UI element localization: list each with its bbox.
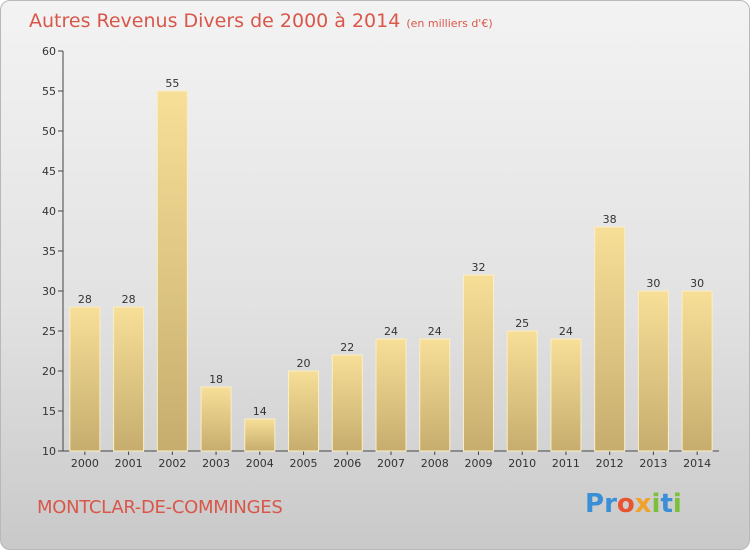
y-tick-label: 50	[42, 125, 56, 138]
bar	[681, 290, 713, 452]
bar	[462, 274, 494, 452]
value-label: 25	[515, 317, 529, 330]
bar	[113, 306, 145, 452]
y-tick-label: 25	[42, 325, 56, 338]
value-label: 32	[471, 261, 485, 274]
bar	[375, 338, 407, 452]
chart-subtitle: (en milliers d'€)	[406, 17, 493, 30]
logo-letter: i	[651, 489, 661, 519]
bar	[156, 90, 188, 452]
x-tick-label: 2006	[333, 457, 361, 470]
x-tick-label: 2008	[421, 457, 449, 470]
value-label: 14	[253, 405, 267, 418]
y-tick-label: 20	[42, 365, 56, 378]
logo-letter: i	[672, 489, 682, 519]
y-tick-label: 55	[42, 85, 56, 98]
value-label: 24	[384, 325, 398, 338]
logo-letter: o	[616, 489, 635, 519]
y-tick-label: 45	[42, 165, 56, 178]
y-tick-label: 10	[42, 445, 56, 458]
x-tick-label: 2012	[596, 457, 624, 470]
x-tick-label: 2009	[464, 457, 492, 470]
value-label: 22	[340, 341, 354, 354]
x-tick-label: 2004	[246, 457, 274, 470]
value-label: 55	[165, 77, 179, 90]
x-tick-label: 2010	[508, 457, 536, 470]
x-tick-label: 2014	[683, 457, 711, 470]
value-label: 30	[646, 277, 660, 290]
bars	[69, 90, 713, 452]
bar	[506, 330, 538, 452]
value-labels: 28 28 55 18 14 20 22 24 24 32 25 24 38 30 30	[78, 77, 704, 418]
logo-letter: r	[604, 489, 617, 519]
y-tick-label: 40	[42, 205, 56, 218]
x-tick-label: 2005	[290, 457, 318, 470]
x-tick-label: 2013	[639, 457, 667, 470]
y-tick-label: 30	[42, 285, 56, 298]
x-tick-label: 2000	[71, 457, 99, 470]
bar	[419, 338, 451, 452]
y-tick-label: 35	[42, 245, 56, 258]
value-label: 30	[690, 277, 704, 290]
value-label: 24	[428, 325, 442, 338]
chart-title: Autres Revenus Divers de 2000 à 2014 (en …	[29, 10, 493, 32]
logo-letter: x	[634, 489, 652, 519]
value-label: 24	[559, 325, 573, 338]
bar	[637, 290, 669, 452]
x-tick-label: 2007	[377, 457, 405, 470]
bar	[594, 226, 626, 452]
value-label: 38	[603, 213, 617, 226]
commune-name: MONTCLAR-DE-COMMINGES	[37, 497, 283, 518]
bar	[244, 418, 276, 452]
y-tick-label: 60	[42, 45, 56, 58]
bar	[288, 370, 320, 452]
logo-letter: P	[585, 489, 605, 519]
bar	[200, 386, 232, 452]
bar	[69, 306, 101, 452]
y-tick-label: 15	[42, 405, 56, 418]
x-tick-label: 2002	[158, 457, 186, 470]
chart-title-main: Autres Revenus Divers de 2000 à 2014	[29, 10, 401, 32]
value-label: 18	[209, 373, 223, 386]
bar	[550, 338, 582, 452]
value-label: 28	[78, 293, 92, 306]
x-tick-label: 2003	[202, 457, 230, 470]
value-label: 28	[122, 293, 136, 306]
bar	[331, 354, 363, 452]
logo-letter: t	[660, 489, 673, 519]
x-tick-label: 2011	[552, 457, 580, 470]
x-tick-label: 2001	[115, 457, 143, 470]
proxiti-logo: Proxiti	[585, 489, 682, 519]
value-label: 20	[297, 357, 311, 370]
